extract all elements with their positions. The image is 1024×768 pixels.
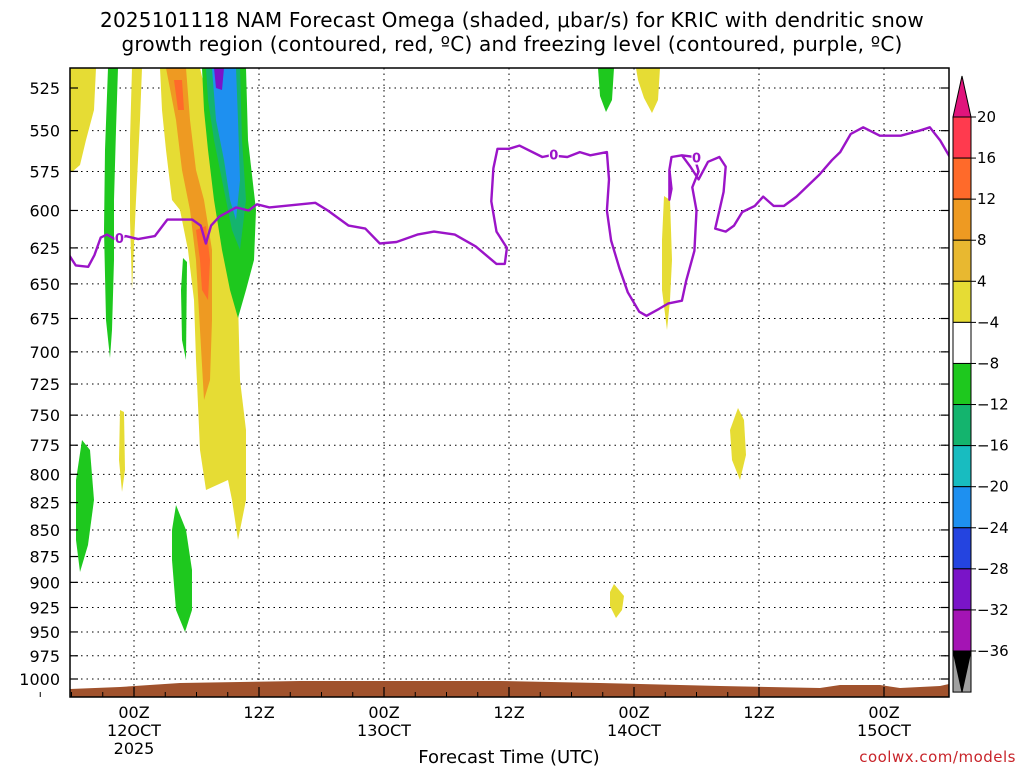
colorbar-segment <box>952 321 972 364</box>
x-tick-label: 00Z <box>618 703 649 722</box>
colorbar-label: 4 <box>977 272 987 290</box>
y-tick-label: 825 <box>29 494 60 513</box>
omega-region-yellow-mid-narrow <box>662 196 672 330</box>
y-tick-label: 850 <box>29 521 60 540</box>
omega-region-green-lower <box>172 505 192 632</box>
chart-title-line1: 2025101118 NAM Forecast Omega (shaded, μ… <box>100 8 924 32</box>
contour-label-bg <box>548 147 559 162</box>
contour-label: 0 <box>115 232 124 247</box>
omega-shading <box>70 68 746 632</box>
x-tick-date: 15OCT <box>857 721 911 740</box>
contour-label: 0 <box>692 152 701 167</box>
chart-title-line2: growth region (contoured, red, ºC) and f… <box>121 32 903 56</box>
x-tick-label: 12Z <box>493 703 524 722</box>
colorbar-segment <box>952 362 972 406</box>
contour-label: 0 <box>549 148 558 163</box>
x-tick-label: 12Z <box>243 703 274 722</box>
x-tick-label: 00Z <box>368 703 399 722</box>
colorbar-label: −16 <box>977 437 1009 455</box>
omega-region-yellow-col2 <box>130 68 142 290</box>
omega-region-blue-upper <box>212 68 240 220</box>
colorbar-segment <box>952 527 972 570</box>
y-tick-label: 750 <box>29 406 60 425</box>
colorbar-label: 20 <box>977 108 996 126</box>
omega-region-green-lower-left <box>76 440 94 572</box>
colorbar-label: 8 <box>977 231 987 249</box>
colorbar-label: −24 <box>977 519 1009 537</box>
x-tick-label: 12Z <box>743 703 774 722</box>
y-tick-label: 950 <box>29 623 60 642</box>
colorbar-bottom-arrow <box>952 650 972 693</box>
contour-label-bg <box>114 231 125 246</box>
colorbar-label: −20 <box>977 478 1009 496</box>
colorbar-segment <box>952 486 972 529</box>
omega-region-purple-upper <box>214 68 224 90</box>
omega-region-yellow-left <box>70 68 96 172</box>
x-tick-date: 14OCT <box>607 721 661 740</box>
colorbar-segment <box>952 239 972 282</box>
y-tick-label: 575 <box>29 162 60 181</box>
x-tick-year: 2025 <box>114 739 155 758</box>
source-credit: coolwx.com/models <box>859 748 1016 766</box>
colorbar: 20 16 12 8 4 −4 −8 −12 −16 −20 −24 −28 −32 −36 <box>952 75 1009 693</box>
colorbar-segment <box>952 609 972 652</box>
colorbar-segment <box>952 445 972 488</box>
colorbar-label: −28 <box>977 560 1009 578</box>
y-tick-label: 775 <box>29 436 60 455</box>
omega-region-yellow-right <box>730 408 746 480</box>
colorbar-label: −12 <box>977 396 1009 414</box>
y-tick-label: 875 <box>29 548 60 567</box>
colorbar-label: 12 <box>977 190 996 208</box>
colorbar-label: −4 <box>977 313 999 331</box>
omega-region-green-narrow <box>181 258 187 360</box>
y-tick-label: 700 <box>29 343 60 362</box>
colorbar-top-arrow <box>952 75 972 118</box>
y-tick-label: 925 <box>29 598 60 617</box>
freezing-level-labels: 0 0 0 <box>114 147 702 247</box>
chart-title: 2025101118 NAM Forecast Omega (shaded, μ… <box>0 8 1024 56</box>
x-tick-label: 00Z <box>868 703 899 722</box>
y-tick-label: 550 <box>29 122 60 141</box>
y-tick-label: 800 <box>29 465 60 484</box>
omega-region-yellow-top-mid <box>636 68 660 113</box>
omega-region-yellow-small1 <box>119 410 125 492</box>
y-tick-label: 975 <box>29 647 60 666</box>
colorbar-segment <box>952 404 972 447</box>
y-tick-label: 1000 <box>19 670 60 689</box>
y-axis: 525 550 575 600 625 650 675 700 725 750 775 800 825 8… <box>19 79 949 689</box>
x-tick-date: 13OCT <box>357 721 411 740</box>
omega-region-yellow-small2 <box>610 584 624 618</box>
y-tick-label: 600 <box>29 201 60 220</box>
colorbar-label: −32 <box>977 601 1009 619</box>
colorbar-segment <box>952 280 972 323</box>
omega-region-red-main <box>174 80 210 300</box>
y-tick-label: 525 <box>29 79 60 98</box>
colorbar-label: −36 <box>977 642 1009 660</box>
y-tick-label: 625 <box>29 239 60 258</box>
colorbar-segment <box>952 157 972 200</box>
omega-region-green-col1 <box>104 68 118 358</box>
x-tick-date: 12OCT <box>107 721 161 740</box>
x-tick-label: 00Z <box>118 703 149 722</box>
colorbar-segment <box>952 568 972 611</box>
colorbar-segment <box>952 198 972 241</box>
y-tick-label: 650 <box>29 275 60 294</box>
omega-region-orange-main <box>166 68 212 400</box>
x-axis-label: Forecast Time (UTC) <box>418 747 599 768</box>
omega-region-green-top-mid <box>598 68 614 112</box>
colorbar-segment <box>952 116 972 159</box>
colorbar-label: 16 <box>977 149 996 167</box>
contour-label-bg <box>691 150 702 165</box>
y-tick-label: 675 <box>29 310 60 329</box>
y-tick-label: 900 <box>29 573 60 592</box>
colorbar-label: −8 <box>977 354 999 372</box>
y-tick-label: 725 <box>29 375 60 394</box>
freezing-level-contour <box>70 126 949 317</box>
